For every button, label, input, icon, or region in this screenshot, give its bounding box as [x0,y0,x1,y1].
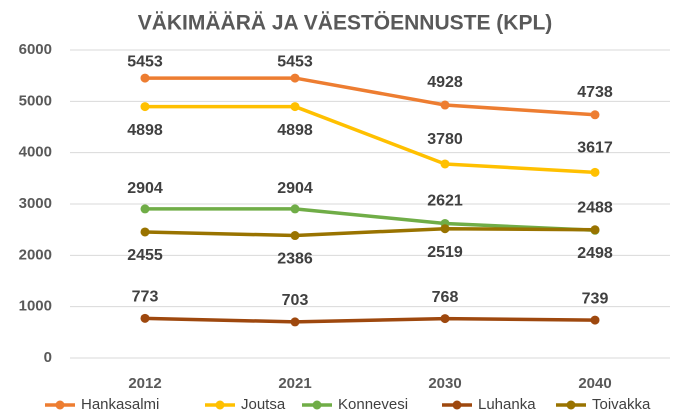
legend-label: Toivakka [592,396,651,413]
series-line [145,104,596,175]
series-line [144,316,596,324]
data-point [290,102,300,112]
data-point [590,315,600,325]
data-label: 2904 [127,180,163,197]
data-point [140,102,150,112]
data-label: 5453 [277,53,313,70]
y-tick-label: 3000 [19,195,52,212]
data-label: 2498 [577,245,613,262]
data-point [140,73,150,83]
data-point [590,167,600,177]
data-point [140,204,150,214]
legend-label: Hankasalmi [81,396,159,413]
data-label: 5453 [127,53,163,70]
data-point [440,100,450,110]
data-label: 3780 [427,131,463,148]
legend-marker [55,400,65,410]
y-tick-label: 4000 [19,144,52,161]
legend-label: Luhanka [478,396,536,413]
y-tick-label: 6000 [19,41,52,58]
x-tick-label: 2030 [428,375,461,392]
y-tick-label: 2000 [19,246,52,263]
data-point [140,227,150,237]
data-label: 4898 [277,122,313,139]
y-tick-label: 5000 [19,92,52,109]
data-label: 2621 [427,193,463,210]
data-point [290,317,300,327]
data-point [440,314,450,324]
series-line [145,207,596,233]
data-label: 773 [132,289,159,306]
data-label: 4898 [127,122,163,139]
data-point [290,73,300,83]
x-tick-label: 2040 [578,375,611,392]
y-tick-label: 1000 [19,298,52,315]
data-label: 739 [582,290,609,307]
data-label: 2386 [277,251,313,268]
data-label: 3617 [577,140,613,157]
data-label: 703 [282,292,309,309]
data-label: 4928 [427,74,463,91]
legend-marker [452,400,462,410]
data-point [590,110,600,120]
data-point [290,204,300,214]
legend-label: Joutsa [241,396,286,413]
data-label: 4738 [577,84,613,101]
data-label: 2904 [277,180,313,197]
data-label: 2455 [127,247,163,264]
chart-title: VÄKIMÄÄRÄ JA VÄESTÖENNUSTE (KPL) [138,12,553,35]
data-label: 2519 [427,244,463,261]
data-point [440,224,450,234]
legend-marker [215,400,225,410]
legend-label: Konnevesi [338,396,408,413]
x-tick-label: 2012 [128,375,161,392]
data-point [140,313,150,323]
x-tick-label: 2021 [278,375,311,392]
data-point [440,159,450,169]
series-line [145,76,596,117]
data-point [590,225,600,235]
legend-marker [312,400,322,410]
data-label: 768 [432,289,459,306]
data-label: 2488 [577,200,613,217]
series-line [144,226,596,238]
legend-marker [566,400,576,410]
y-tick-label: 0 [44,349,52,366]
data-point [290,231,300,241]
